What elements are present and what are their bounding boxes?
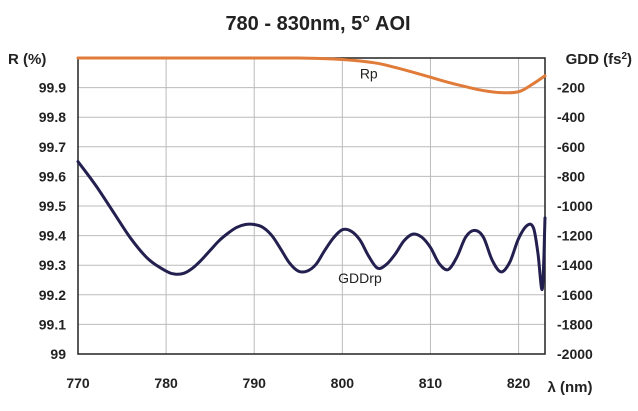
y-left-tick-label: 99.3 xyxy=(39,257,66,273)
y-left-tick-label: 99.7 xyxy=(39,139,66,155)
y-right-tick-label: -1600 xyxy=(557,287,593,303)
y-right-tick-label: -1400 xyxy=(557,257,593,273)
x-tick-label: 800 xyxy=(331,375,355,391)
y-right-tick-label: -2000 xyxy=(557,346,593,362)
y-left-tick-label: 99.5 xyxy=(39,198,66,214)
y-right-tick-label: -1000 xyxy=(557,198,593,214)
y-left-tick-label: 99.6 xyxy=(39,168,66,184)
x-tick-label: 790 xyxy=(243,375,267,391)
y-left-tick-label: 99.2 xyxy=(39,287,66,303)
series-label-gddrp: GDDrp xyxy=(338,270,382,286)
series-line-gddrp xyxy=(76,160,547,291)
x-tick-label: 770 xyxy=(66,375,90,391)
x-tick-label: 810 xyxy=(419,375,443,391)
y-right-tick-label: -1800 xyxy=(557,316,593,332)
chart-title: 780 - 830nm, 5° AOI xyxy=(225,13,410,35)
y-right-tick-label: -200 xyxy=(557,80,585,96)
y-axis-right-label-base: GDD (fs xyxy=(566,51,622,68)
series-annotations: Rp GDDrp xyxy=(338,66,382,286)
x-tick-label: 780 xyxy=(154,375,178,391)
x-axis-label: λ (nm) xyxy=(548,379,593,396)
y-axis-right-label: GDD (fs2) xyxy=(566,51,632,69)
y-left-tick-label: 99.1 xyxy=(39,316,66,332)
y-left-tick-label: 99.8 xyxy=(39,109,66,125)
series-lines xyxy=(76,56,547,291)
y-right-tick-label: -800 xyxy=(557,168,585,184)
y-left-tick-label: 99.9 xyxy=(39,80,66,96)
y-right-tick-label: -400 xyxy=(557,109,585,125)
y-left-tick-label: 99 xyxy=(50,346,66,362)
y-axis-left-label: R (%) xyxy=(8,51,46,68)
y-axis-right-label-superscript: 2 xyxy=(621,51,627,62)
x-tick-label: 820 xyxy=(507,375,531,391)
y-axis-right-label-end: ) xyxy=(627,51,632,68)
y-right-tick-label: -600 xyxy=(557,139,585,155)
series-line-rp xyxy=(76,56,547,95)
tick-labels: 99 99.1 99.2 99.3 99.4 99.5 99.6 99.7 99.8 99.9 -2… xyxy=(39,80,593,391)
series-label-rp: Rp xyxy=(360,66,378,82)
y-right-tick-label: -1200 xyxy=(557,228,593,244)
y-left-tick-label: 99.4 xyxy=(39,228,66,244)
gridlines xyxy=(78,58,545,354)
